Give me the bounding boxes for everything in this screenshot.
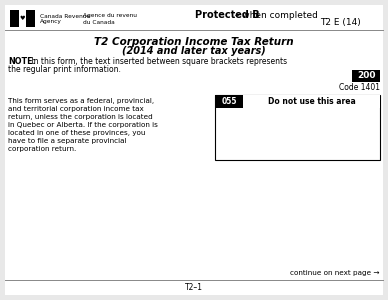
Text: – when completed: – when completed bbox=[232, 11, 318, 20]
Bar bbox=[243, 95, 380, 108]
Bar bbox=[215, 95, 243, 108]
Text: This form serves as a federal, provincial,: This form serves as a federal, provincia… bbox=[8, 98, 154, 104]
Text: T2–1: T2–1 bbox=[185, 284, 203, 292]
Text: corporation return.: corporation return. bbox=[8, 146, 76, 152]
Bar bbox=[26, 10, 35, 27]
Text: Code 1401: Code 1401 bbox=[339, 83, 380, 92]
Text: Do not use this area: Do not use this area bbox=[268, 97, 355, 106]
Text: T2 Corporation Income Tax Return: T2 Corporation Income Tax Return bbox=[94, 37, 294, 47]
Text: and territorial corporation income tax: and territorial corporation income tax bbox=[8, 106, 144, 112]
Bar bbox=[352, 70, 380, 82]
Text: Agence du revenu: Agence du revenu bbox=[83, 14, 137, 19]
Text: in Quebec or Alberta. If the corporation is: in Quebec or Alberta. If the corporation… bbox=[8, 122, 158, 128]
Text: ♥: ♥ bbox=[20, 16, 25, 21]
Bar bbox=[19, 10, 26, 27]
Text: have to file a separate provincial: have to file a separate provincial bbox=[8, 138, 126, 144]
Text: return, unless the corporation is located: return, unless the corporation is locate… bbox=[8, 114, 153, 120]
Text: Protected B: Protected B bbox=[195, 10, 260, 20]
Text: located in one of these provinces, you: located in one of these provinces, you bbox=[8, 130, 146, 136]
Text: (2014 and later tax years): (2014 and later tax years) bbox=[122, 46, 266, 56]
Text: Agency: Agency bbox=[40, 20, 62, 25]
Bar bbox=[10, 10, 19, 27]
Text: In this form, the text inserted between square brackets represents: In this form, the text inserted between … bbox=[29, 58, 287, 67]
Bar bbox=[215, 95, 380, 160]
Text: du Canada: du Canada bbox=[83, 20, 115, 25]
Text: 055: 055 bbox=[221, 97, 237, 106]
Text: NOTE:: NOTE: bbox=[8, 58, 36, 67]
Text: 200: 200 bbox=[357, 71, 375, 80]
Text: Canada Revenue: Canada Revenue bbox=[40, 14, 90, 19]
Text: continue on next page →: continue on next page → bbox=[291, 270, 380, 276]
Text: T2 E (14): T2 E (14) bbox=[320, 19, 360, 28]
Text: the regular print information.: the regular print information. bbox=[8, 64, 121, 74]
